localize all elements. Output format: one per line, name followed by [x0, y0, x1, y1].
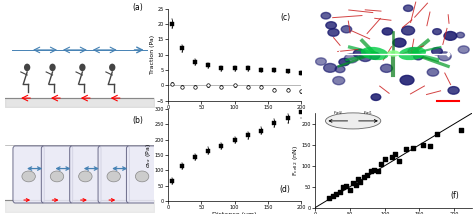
- Circle shape: [109, 64, 115, 71]
- Circle shape: [326, 22, 337, 29]
- Point: [325, 197, 333, 200]
- Point: [374, 169, 382, 172]
- Y-axis label: Traction (Pa): Traction (Pa): [150, 35, 155, 74]
- Circle shape: [333, 77, 345, 85]
- Text: (b): (b): [133, 116, 144, 125]
- Point: [352, 183, 359, 186]
- Point: [402, 147, 410, 151]
- Point: [360, 176, 368, 179]
- Point: [355, 177, 362, 181]
- Ellipse shape: [79, 171, 92, 182]
- Ellipse shape: [107, 171, 120, 182]
- Circle shape: [382, 28, 392, 35]
- Point: [371, 168, 378, 172]
- Circle shape: [400, 75, 414, 85]
- FancyBboxPatch shape: [98, 146, 129, 203]
- Circle shape: [24, 64, 30, 71]
- Point: [419, 143, 427, 147]
- Text: $F_{cell2}$: $F_{cell2}$: [333, 109, 343, 117]
- Circle shape: [328, 29, 339, 36]
- Text: (d): (d): [280, 185, 291, 194]
- Point: [350, 182, 357, 185]
- Circle shape: [371, 94, 381, 100]
- Circle shape: [370, 52, 380, 59]
- Circle shape: [321, 12, 331, 19]
- FancyBboxPatch shape: [41, 146, 73, 203]
- Circle shape: [456, 32, 465, 38]
- X-axis label: Distance (μm): Distance (μm): [212, 212, 257, 214]
- Circle shape: [444, 31, 457, 40]
- FancyBboxPatch shape: [127, 146, 158, 203]
- Point: [457, 128, 465, 132]
- Y-axis label: $\sigma_{xx}$ (Pa): $\sigma_{xx}$ (Pa): [145, 143, 154, 168]
- Ellipse shape: [361, 47, 389, 60]
- Circle shape: [324, 64, 337, 72]
- Point: [364, 173, 371, 177]
- Circle shape: [432, 48, 442, 55]
- Circle shape: [438, 52, 451, 61]
- Point: [381, 158, 389, 161]
- Point: [392, 152, 399, 156]
- X-axis label: Distance (μm): Distance (μm): [212, 111, 257, 116]
- Circle shape: [381, 64, 392, 72]
- Circle shape: [458, 46, 469, 53]
- Ellipse shape: [50, 171, 64, 182]
- Circle shape: [448, 87, 459, 94]
- Circle shape: [414, 54, 423, 60]
- Text: (a): (a): [133, 3, 144, 12]
- Circle shape: [316, 58, 326, 65]
- FancyBboxPatch shape: [13, 146, 44, 203]
- Circle shape: [359, 53, 372, 61]
- Circle shape: [353, 49, 365, 58]
- Text: (c): (c): [280, 13, 291, 22]
- Y-axis label: F$_{\mathregular{cell2}}$ (nN): F$_{\mathregular{cell2}}$ (nN): [292, 145, 301, 176]
- Point: [388, 156, 395, 159]
- Circle shape: [79, 64, 85, 71]
- Point: [336, 190, 343, 193]
- Circle shape: [335, 66, 345, 73]
- Circle shape: [341, 26, 352, 33]
- Point: [433, 133, 441, 136]
- Text: (f): (f): [450, 191, 459, 200]
- Circle shape: [339, 58, 349, 66]
- Point: [426, 144, 434, 147]
- Ellipse shape: [398, 47, 426, 60]
- Point: [343, 184, 350, 187]
- Circle shape: [49, 64, 55, 71]
- Point: [377, 162, 385, 165]
- Circle shape: [408, 48, 419, 55]
- Point: [409, 146, 416, 150]
- Point: [395, 159, 402, 162]
- Ellipse shape: [326, 113, 381, 129]
- FancyBboxPatch shape: [70, 146, 101, 203]
- Point: [329, 194, 337, 198]
- Circle shape: [345, 54, 358, 63]
- Text: (e): (e): [450, 3, 461, 12]
- Circle shape: [403, 5, 413, 11]
- Point: [346, 188, 354, 192]
- Ellipse shape: [387, 50, 400, 57]
- Point: [367, 169, 374, 172]
- Circle shape: [427, 68, 438, 76]
- Circle shape: [401, 26, 415, 35]
- Circle shape: [393, 38, 406, 47]
- Point: [332, 192, 340, 196]
- Circle shape: [433, 29, 441, 35]
- Point: [356, 180, 364, 183]
- Point: [339, 186, 347, 189]
- Ellipse shape: [136, 171, 149, 182]
- Text: $F_{cell1}$: $F_{cell1}$: [363, 109, 374, 117]
- Ellipse shape: [22, 171, 36, 182]
